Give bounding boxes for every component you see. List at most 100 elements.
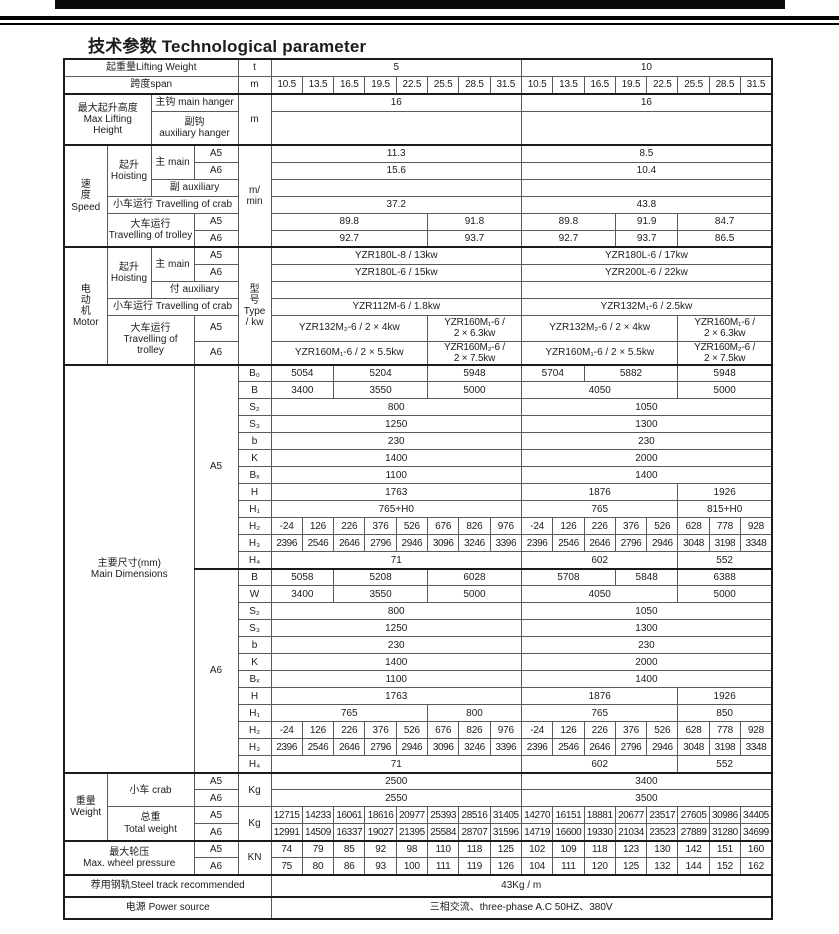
value-cell: 2646 [583,738,616,757]
value-cell: 91.9 [614,212,679,231]
value-cell: 1300 [520,619,773,638]
param-label: A6 [193,340,239,366]
value-cell: 2796 [364,534,397,553]
value-cell: 6028 [427,567,522,587]
param-label: 小车 crab [106,771,195,808]
value-cell: YZR160M₂-6 / 2 × 7.5kw [677,340,773,366]
table-row: 小车运行 Travelling of crab 37.2 43.8 [64,195,773,214]
param-label: 电 动 机 Motor [63,246,108,366]
value-cell: 13.5 [552,75,585,95]
param-label: B [237,381,272,400]
value-cell: 118 [458,839,491,859]
value-cell: 3400 [270,381,335,400]
value-cell: 28516 [458,806,491,825]
value-cell: 5948 [677,363,773,383]
value-cell: 800 [270,602,522,621]
param-label: H [237,687,272,706]
table-row: H₃ 2396 2546 2646 2796 2946 3096 3246 3396 2396 25… [64,738,773,757]
value-cell: 226 [333,721,366,740]
table-row: 重量 Weight 小车 crab A5 Kg 2500 3400 [63,771,773,842]
value-cell: 25.5 [427,75,460,95]
value-cell: 12715 [270,806,303,825]
value-cell: YZR180L-8 / 13kw [270,246,522,265]
value-cell: 2396 [520,738,554,757]
param-label: A5 [193,144,239,163]
value-cell: 126 [301,721,335,740]
value-cell: 25393 [427,806,460,825]
value-cell: 34405 [740,806,773,825]
value-cell: 19.5 [364,75,397,95]
value-cell: 2946 [395,738,429,757]
value-cell: 13.5 [301,75,335,95]
value-cell: 226 [583,517,616,536]
value-cell: 3500 [520,789,773,808]
value-cell: 1100 [270,466,522,485]
value-cell: 2946 [646,738,679,757]
value-cell: 18616 [364,806,397,825]
value-cell: 91.8 [427,212,522,231]
value-cell: 1400 [520,670,773,689]
param-label: H [237,483,272,502]
value-cell: 2546 [552,534,585,553]
value-cell: 2000 [520,449,773,468]
param-label: 起升 Hoisting [106,246,152,299]
value-cell: 230 [270,636,522,655]
value-cell: YZR160M₂-6 / 2 × 7.5kw [427,340,522,366]
value-cell: 10.5 [520,75,554,95]
value-cell: 3550 [333,585,429,604]
value-cell [270,280,522,299]
table-row: 副钩 auxiliary hanger [64,110,773,146]
table-row: 电源 Power source 三相交流、three-phase A.C 50HZ… [63,895,773,920]
value-cell: 676 [427,721,460,740]
value-cell: 1300 [520,415,773,434]
value-cell: 5000 [427,585,522,604]
value-cell: 1050 [520,398,773,417]
value-cell: 1876 [520,687,679,706]
param-label: H₄ [237,551,272,570]
param-label: W [237,585,272,604]
value-cell: 20977 [395,806,429,825]
value-cell: -24 [520,721,554,740]
param-label: 型 号 Type / kw [237,246,272,366]
value-cell: 5000 [677,381,773,400]
param-label: b [237,432,272,451]
value-cell: 800 [270,398,522,417]
value-cell: 三相交流、three-phase A.C 50HZ、380V [270,895,773,920]
value-cell: 27889 [677,823,710,842]
param-label: A6 [193,263,239,282]
value-cell: 1400 [270,449,522,468]
value-cell: 526 [646,517,679,536]
value-cell: 5058 [270,567,335,587]
param-label: H₃ [237,738,272,757]
table-row: Bₓ 1100 1400 [64,670,773,689]
param-label: A5 [193,363,239,570]
value-cell: 2550 [270,789,522,808]
value-cell: 85 [333,839,366,859]
value-cell: 28.5 [708,75,742,95]
value-cell: 552 [677,755,773,774]
parameters-table: 起重量Lifting Weight t 5 10 跨度span m 10.5 13.5 16.5… [63,58,773,920]
table-row: 跨度span m 10.5 13.5 16.5 19.5 22.5 25.5 28.5 31.5 1… [63,75,773,95]
value-cell: 1763 [270,687,522,706]
param-label: 速 度 Speed [63,144,108,248]
value-cell: 109 [552,839,585,859]
value-cell: 34699 [740,823,773,842]
value-cell: 1100 [270,670,522,689]
value-cell: 602 [520,551,679,570]
param-label: 最大起升高度 Max Lifting Height [63,93,152,146]
value-cell: 28.5 [458,75,491,95]
value-cell: 3396 [489,738,522,757]
value-cell: 552 [677,551,773,570]
value-cell: 526 [395,517,429,536]
value-cell: 376 [364,721,397,740]
value-cell: 2646 [583,534,616,553]
value-cell: 21034 [614,823,648,842]
value-cell: 16 [520,93,773,112]
value-cell: 2546 [301,534,335,553]
value-cell: 1250 [270,619,522,638]
value-cell: YZR132M₂-6 / 2 × 4kw [270,314,429,342]
value-cell: 2546 [301,738,335,757]
value-cell: YZR160M₁-6 / 2 × 5.5kw [520,340,679,366]
value-cell: 15.6 [270,161,522,180]
param-label: 最大轮压 Max. wheel pressure [63,839,195,876]
